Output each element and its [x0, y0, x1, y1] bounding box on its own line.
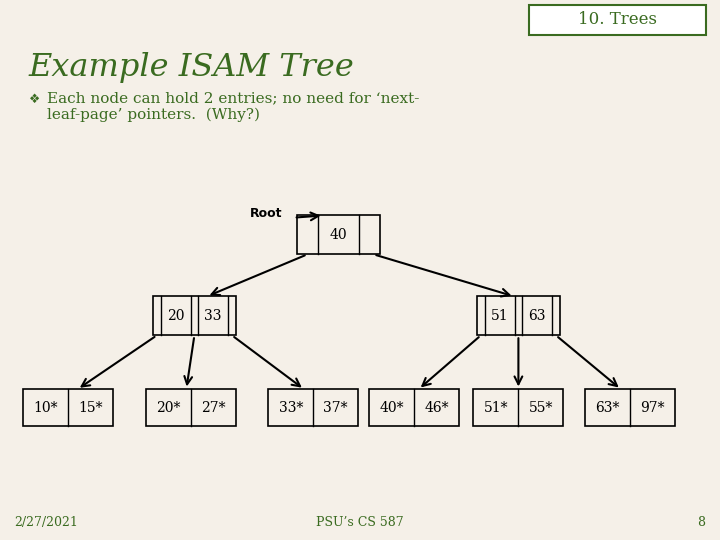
Bar — [23, 389, 114, 426]
Bar — [585, 389, 675, 426]
Text: Root: Root — [250, 207, 283, 220]
Text: 46*: 46* — [424, 401, 449, 415]
Text: 20: 20 — [167, 309, 184, 323]
Text: Example ISAM Tree: Example ISAM Tree — [29, 52, 355, 83]
Text: PSU’s CS 587: PSU’s CS 587 — [316, 516, 404, 529]
Text: 40*: 40* — [379, 401, 404, 415]
Text: 40: 40 — [330, 228, 347, 242]
Text: 8: 8 — [698, 516, 706, 529]
Text: 27*: 27* — [201, 401, 225, 415]
Bar — [369, 389, 459, 426]
Text: 2/27/2021: 2/27/2021 — [14, 516, 78, 529]
Text: 37*: 37* — [323, 401, 348, 415]
Text: 55*: 55* — [528, 401, 553, 415]
Text: 10. Trees: 10. Trees — [578, 11, 657, 29]
Text: 97*: 97* — [640, 401, 665, 415]
Text: 33: 33 — [204, 309, 222, 323]
Text: 20*: 20* — [156, 401, 181, 415]
Bar — [474, 389, 563, 426]
Text: ❖: ❖ — [29, 93, 40, 106]
Text: 15*: 15* — [78, 401, 103, 415]
Text: 63: 63 — [528, 309, 546, 323]
Bar — [477, 296, 560, 335]
Bar — [153, 296, 236, 335]
Text: 10*: 10* — [34, 401, 58, 415]
Text: leaf-page’ pointers.  (Why?): leaf-page’ pointers. (Why?) — [47, 108, 260, 122]
Bar — [268, 389, 359, 426]
Bar — [529, 5, 706, 35]
Text: 33*: 33* — [279, 401, 303, 415]
Bar — [145, 389, 236, 426]
Text: 63*: 63* — [595, 401, 620, 415]
Text: 51*: 51* — [484, 401, 508, 415]
Text: Each node can hold 2 entries; no need for ‘next-: Each node can hold 2 entries; no need fo… — [47, 91, 419, 105]
Bar — [297, 215, 380, 254]
Text: 51: 51 — [491, 309, 508, 323]
